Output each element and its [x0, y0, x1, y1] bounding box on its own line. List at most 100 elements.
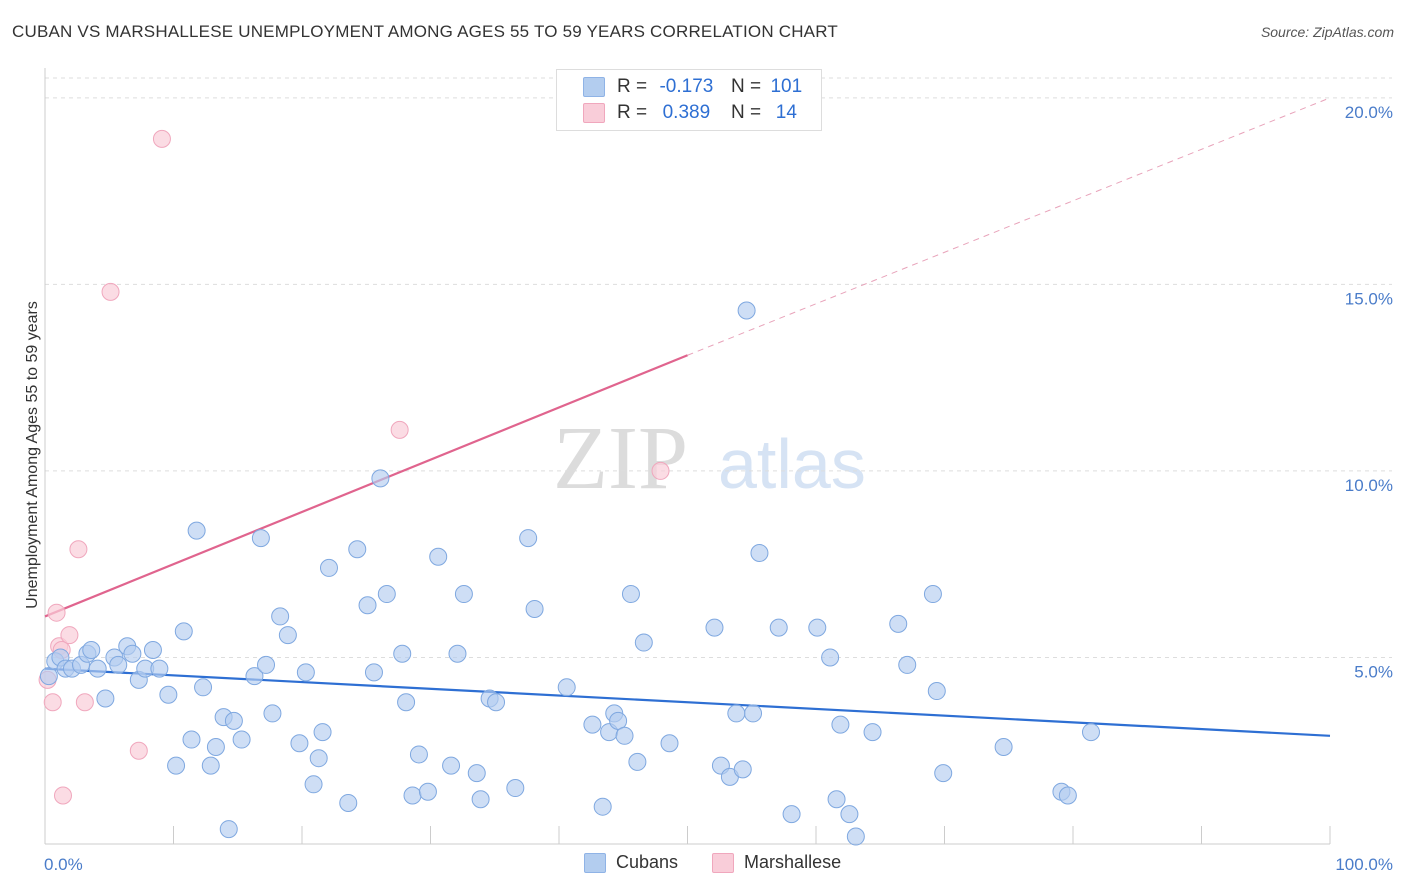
cubans-point [159, 685, 178, 704]
cubans-point [403, 786, 422, 805]
cubans-point [660, 734, 679, 753]
legend-n-label: N = [730, 76, 762, 97]
cubans-point [319, 558, 338, 577]
cubans-point [863, 723, 882, 742]
cubans-point [705, 618, 724, 637]
chart-title: CUBAN VS MARSHALLESE UNEMPLOYMENT AMONG … [12, 22, 838, 41]
y-tick-label: 10.0% [1345, 476, 1393, 495]
cubans-point [487, 693, 506, 712]
cubans-point [1058, 786, 1077, 805]
watermark: ZIP atlas [553, 409, 866, 508]
cubans-point [278, 626, 297, 645]
cubans-point [782, 805, 801, 824]
cubans-point [364, 663, 383, 682]
cubans-point [557, 678, 576, 697]
marshallese-point [75, 693, 94, 712]
grid-lines [45, 77, 1392, 658]
cubans-point [263, 704, 282, 723]
marshallese-trend-extension [687, 97, 1331, 356]
marshallese-legend-swatch [712, 852, 735, 873]
legend-n-value: 101 [770, 76, 803, 97]
cubans-point [313, 723, 332, 742]
legend-r-label: R = [617, 76, 648, 97]
cubans-point [727, 704, 746, 723]
cubans-point [251, 529, 270, 548]
data-points [38, 129, 1100, 846]
cubans-point [525, 599, 544, 618]
cubans-point [296, 663, 315, 682]
cubans-point [88, 659, 107, 678]
cubans-point [733, 760, 752, 779]
marshallese-point [152, 129, 171, 148]
cubans-point [593, 797, 612, 816]
legend-n-label: N = [730, 102, 762, 123]
cubans-point [109, 655, 128, 674]
cubans-point [304, 775, 323, 794]
cubans-point [454, 585, 473, 604]
cubans-point [224, 711, 243, 730]
cubans-point [429, 547, 448, 566]
cubans-point [821, 648, 840, 667]
cubans-point [737, 301, 756, 320]
cubans-point [123, 644, 142, 663]
x-tick-label: 0.0% [44, 855, 83, 874]
cubans-point [143, 641, 162, 659]
cubans-point [167, 756, 186, 775]
cubans-point [889, 614, 908, 633]
cubans-point [898, 655, 917, 674]
cubans-point [519, 529, 538, 548]
cubans-point [377, 585, 396, 604]
cubans-point [348, 540, 367, 559]
cubans-point [393, 644, 412, 663]
marshallese-point [129, 741, 148, 760]
cubans-point [371, 469, 390, 488]
cubans-point [615, 726, 634, 745]
marshallese-point [43, 693, 62, 712]
marshallese-point [651, 461, 670, 480]
cubans-point [96, 689, 115, 708]
cubans-point [358, 596, 377, 615]
cubans-point [194, 678, 213, 697]
cubans-point [994, 738, 1013, 756]
legend-row-marshallese: R = 0.389 N = 14 [583, 101, 806, 125]
cubans-point [927, 682, 946, 701]
legend-row-cubans: R = -0.173 N = 101 [583, 75, 806, 99]
cubans-point [827, 790, 846, 809]
cubans-point [1081, 723, 1100, 742]
cubans-point [339, 793, 358, 812]
cubans-point [621, 585, 640, 604]
marshallese-point [47, 603, 66, 622]
cubans-point [206, 738, 225, 756]
cubans-point [201, 756, 220, 775]
y-tick-label: 20.0% [1345, 103, 1393, 122]
cubans-point [846, 827, 865, 846]
series-legend: Cubans Marshallese [584, 852, 841, 873]
cubans-point [182, 730, 201, 749]
cubans-point [583, 715, 602, 734]
marshallese-trend-line [44, 354, 688, 618]
cubans-legend-swatch [584, 852, 606, 873]
x-tick-label: 100.0% [1335, 855, 1393, 874]
cubans-point [471, 790, 490, 809]
cubans-point [831, 715, 850, 734]
marshallese-point [60, 626, 79, 645]
legend-r-value: 0.389 [662, 102, 711, 123]
cubans-point [257, 655, 276, 674]
cubans-swatch [583, 77, 605, 97]
cubans-point [744, 704, 763, 723]
cubans-legend-label: Cubans [616, 852, 679, 872]
cubans-point [418, 782, 437, 801]
legend-r-label: R = [617, 102, 648, 123]
stats-legend: R = -0.173 N = 101 R = 0.389 N = 14 [556, 69, 822, 131]
marshallese-point [101, 282, 120, 301]
cubans-point [82, 641, 101, 659]
y-tick-labels: 5.0% 10.0% 15.0% 20.0% [1345, 103, 1393, 682]
watermark-zip: ZIP [553, 409, 688, 508]
cubans-point [397, 693, 416, 712]
marshallese-swatch [583, 103, 605, 123]
marshallese-point [390, 420, 409, 439]
cubans-point [232, 730, 251, 749]
cubans-point [309, 749, 328, 768]
marshallese-point [53, 786, 72, 805]
